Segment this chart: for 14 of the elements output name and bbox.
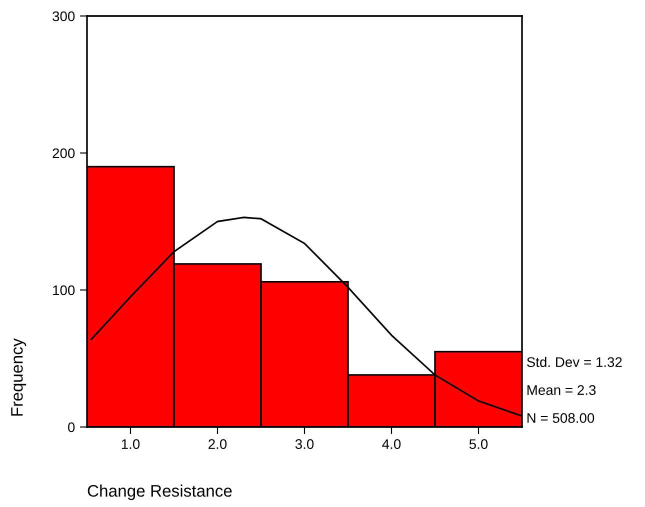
x-tick-label: 3.0 — [295, 439, 314, 450]
x-tick-label: 1.0 — [122, 439, 140, 450]
text: N = 508.00 — [527, 413, 594, 423]
text: Mean = 2.3 — [527, 385, 596, 395]
text: Std. Dev = 1.32 — [526, 356, 622, 368]
y-tick-label: 300 — [52, 11, 75, 22]
x-tick-label: 2.0 — [208, 439, 227, 450]
x-tick-label: 4.0 — [382, 439, 401, 450]
y-tick-label: 100 — [53, 285, 75, 296]
y-axis-title: Frequency — [11, 338, 26, 416]
y-tick-label: 200 — [52, 148, 75, 158]
x-tick-label: 5.0 — [469, 439, 488, 450]
x-axis-title: Change Resistance — [88, 484, 232, 500]
y-tick-label: 0 — [68, 422, 75, 432]
